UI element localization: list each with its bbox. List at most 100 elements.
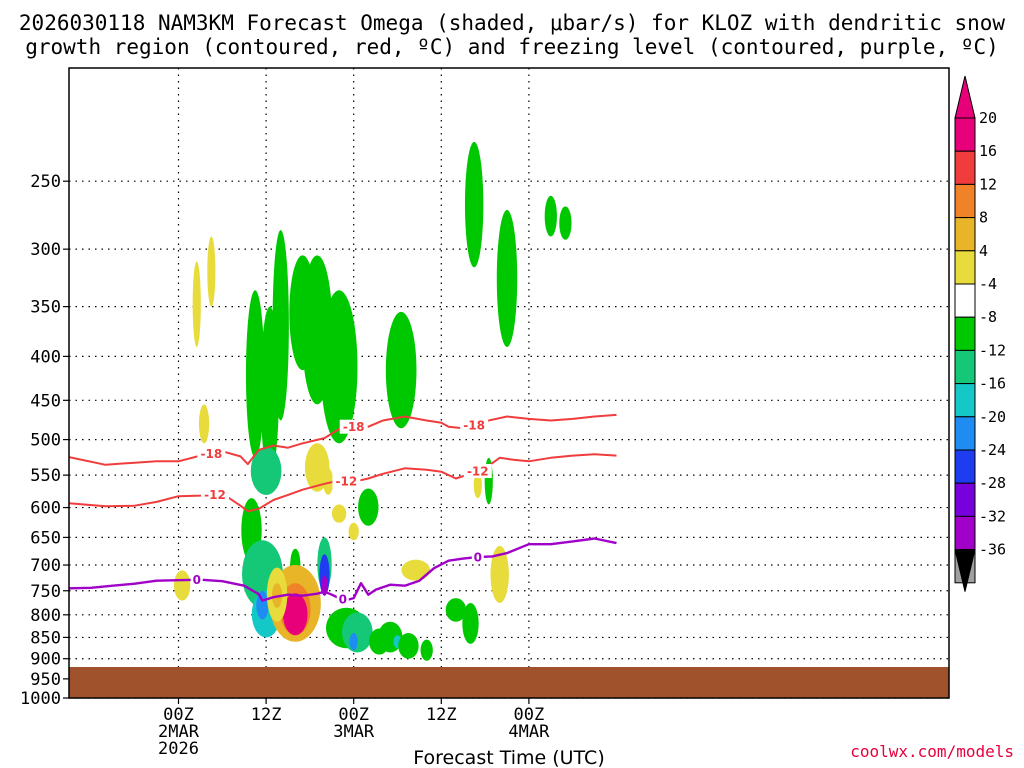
freezing-level-0-label-bg (190, 572, 203, 587)
x-tick-label: 12Z (251, 705, 282, 725)
x-tick-label: 12Z (426, 705, 457, 725)
ground-fill (69, 667, 949, 698)
y-tick-label: 450 (30, 391, 61, 411)
omega-cell (173, 570, 191, 601)
dgz-minus-12-label-bg (332, 474, 361, 489)
dgz-minus-12-label-bg (201, 487, 229, 502)
colorbar-swatch (954, 449, 976, 484)
plot-frame (68, 67, 950, 699)
omega-cell (462, 602, 479, 644)
colorbar-bottom-arrow (954, 549, 976, 592)
omega-cell (192, 261, 201, 347)
y-tick-label: 300 (30, 240, 61, 260)
colorbar-label: -28 (979, 474, 1006, 492)
x-tick-label: 00Z (338, 705, 369, 725)
colorbar-label: -16 (979, 375, 1006, 393)
omega-cell (283, 593, 308, 636)
colorbar-label: 4 (979, 242, 988, 260)
colorbar-label: -36 (979, 541, 1006, 559)
x-axis-label: Forecast Time (UTC) (413, 747, 604, 768)
y-tick-label: 900 (30, 650, 61, 670)
dgz-minus-12-label: -12 (204, 488, 226, 502)
y-tick-label: 500 (30, 431, 61, 451)
omega-cell (358, 488, 379, 526)
colorbar-swatch (954, 250, 976, 285)
omega-cell (544, 195, 557, 237)
y-tick-label: 650 (30, 528, 61, 548)
colorbar: 20 16 12 8 4 -4 -8 -12 -16 -20 -24 -28 -32 -36 (954, 75, 1006, 592)
colorbar-swatch (954, 383, 976, 418)
y-tick-label: 950 (30, 670, 61, 690)
x-tick-label: 00Z (514, 705, 545, 725)
y-tick-label: 600 (30, 499, 61, 519)
omega-cell (348, 522, 359, 541)
chart-title-line-1: 2026030118 NAM3KM Forecast Omega (shaded… (19, 11, 1006, 35)
omega-cell (401, 559, 431, 581)
colorbar-label: 12 (979, 175, 997, 193)
freezing-level-0-label-bg (471, 549, 484, 564)
colorbar-label: -8 (979, 308, 997, 326)
credit-text: coolwx.com/models (850, 742, 1014, 761)
y-tick-label: 350 (30, 298, 61, 318)
temperature-contours: -18 -18 -18 -12 -12 -12 0 0 0 (69, 413, 617, 607)
dgz-minus-18-label-bg (197, 446, 226, 461)
dgz-minus-18-label: -18 (201, 447, 223, 461)
colorbar-swatch (954, 416, 976, 451)
omega-cell (385, 311, 417, 429)
colorbar-label: -12 (979, 341, 1006, 359)
x-tick-label: 2MAR (158, 722, 200, 742)
freezing-level-0-label-bg (336, 592, 349, 607)
x-tick-label: 2026 (158, 739, 199, 759)
omega-cell (331, 504, 347, 523)
omega-cell (490, 545, 509, 603)
colorbar-label: -32 (979, 507, 1006, 525)
colorbar-label: 20 (979, 109, 997, 127)
grid-lines (69, 68, 949, 699)
freezing-level-0-label: 0 (474, 550, 482, 564)
colorbar-swatch (954, 349, 976, 385)
colorbar-swatch (954, 117, 976, 152)
pressure-axis: 2503003504004505005506006507007508008509… (20, 172, 69, 709)
omega-cell (464, 141, 484, 268)
colorbar-swatch (954, 217, 976, 252)
dgz-minus-12-label: -12 (467, 465, 489, 479)
omega-cell (323, 468, 334, 495)
omega-cell (321, 575, 328, 596)
y-tick-label: 800 (30, 606, 61, 626)
dgz-minus-12-label-bg (463, 464, 492, 479)
colorbar-swatch (954, 316, 976, 351)
colorbar-swatch (954, 183, 976, 219)
x-tick-label: 4MAR (508, 722, 550, 742)
omega-cell (473, 471, 482, 499)
dgz-minus-18-label: -18 (343, 420, 365, 434)
colorbar-swatch (954, 283, 976, 318)
omega-cell (496, 209, 518, 347)
omega-cell (420, 639, 433, 661)
dgz-minus-18-label-bg (460, 417, 489, 432)
y-tick-label: 850 (30, 628, 61, 648)
omega-cell (349, 633, 358, 651)
omega-cell (256, 590, 269, 620)
colorbar-swatch (954, 482, 976, 517)
y-tick-label: 550 (30, 466, 61, 486)
colorbar-top-arrow (954, 75, 976, 119)
colorbar-label: -4 (979, 275, 997, 293)
dgz-minus-18-label-bg (339, 419, 368, 434)
ground-surface (69, 667, 949, 698)
y-tick-label: 750 (30, 582, 61, 602)
dgz-minus-18-label: -18 (463, 418, 485, 432)
omega-shading (173, 141, 572, 689)
colorbar-swatch (954, 515, 976, 551)
y-tick-label: 700 (30, 556, 61, 576)
omega-cell (245, 290, 265, 458)
colorbar-label: 8 (979, 209, 988, 227)
x-tick-label: 3MAR (333, 722, 375, 742)
omega-cell (272, 230, 289, 421)
omega-cell (445, 598, 467, 622)
y-tick-label: 1000 (20, 689, 61, 709)
omega-cell (398, 633, 419, 659)
omega-cell (207, 236, 216, 307)
omega-cell (320, 290, 358, 444)
